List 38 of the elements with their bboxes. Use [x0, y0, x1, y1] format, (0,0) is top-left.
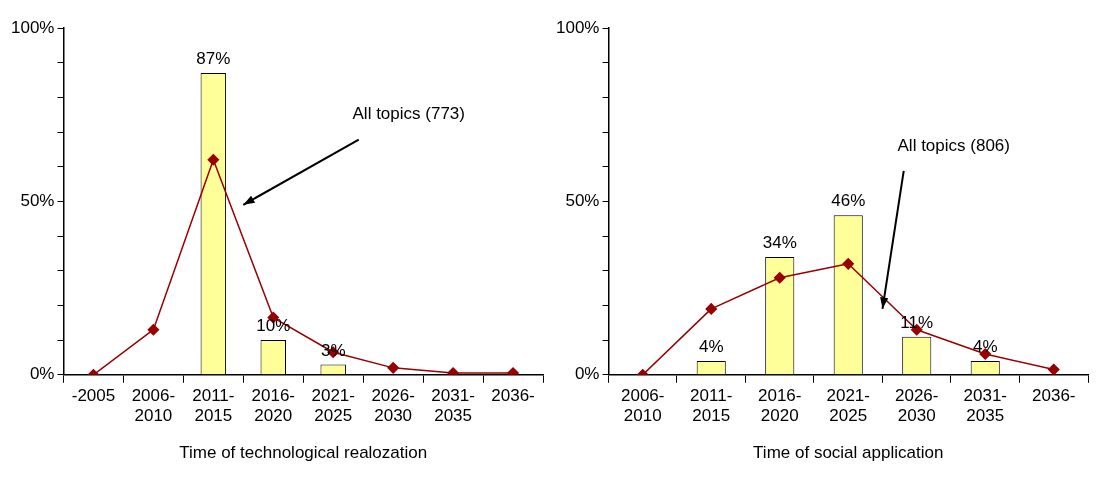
data-label: 4% [972, 337, 998, 357]
y-tick-label: 100% [11, 17, 55, 37]
x-tick-label: 2026- 2030 [371, 385, 415, 426]
x-tick-label: 2021- 2025 [826, 385, 870, 426]
point [1048, 363, 1060, 375]
point [147, 323, 160, 336]
point [773, 271, 786, 284]
x-tick-label: 2031- 2035 [963, 385, 1007, 426]
x-tick-label: 2006- 2010 [131, 385, 176, 426]
y-tick-label: 0% [29, 364, 55, 384]
point [207, 154, 220, 166]
y-tick-label: 0% [574, 364, 600, 384]
x-tick-label: 2021- 2025 [311, 385, 355, 426]
x-tick-label: 2036- [491, 385, 535, 405]
data-label: 46% [831, 191, 866, 211]
x-axis-title: Time of technological realozation [179, 443, 428, 463]
x-tick-label: -2005 [71, 385, 116, 405]
data-label: 87% [196, 49, 231, 69]
x-axis-title: Time of social application [753, 443, 944, 463]
point [387, 362, 399, 374]
x-tick-label: 2016- 2020 [757, 385, 802, 426]
x-tick-label: 2011- 2015 [192, 385, 235, 426]
data-label: 34% [762, 233, 797, 253]
y-tick-label: 100% [556, 17, 600, 37]
x-tick-label: 2031- 2035 [431, 385, 475, 426]
annotation: All topics (806) [897, 135, 1010, 155]
x-tick-label: 2011- 2015 [690, 385, 733, 426]
x-tick-label: 2026- 2030 [895, 385, 939, 426]
y-tick-label: 50% [20, 191, 55, 211]
x-tick-label: 2006- 2010 [620, 385, 665, 426]
point [842, 258, 854, 270]
y-tick-label: 50% [565, 191, 600, 211]
data-label: 4% [698, 337, 724, 357]
point [705, 303, 717, 315]
x-tick-label: 2036- [1032, 385, 1076, 405]
x-tick-label: 2016- 2020 [251, 385, 296, 426]
data-label: 10% [256, 316, 291, 336]
annotation: All topics (773) [352, 104, 465, 124]
